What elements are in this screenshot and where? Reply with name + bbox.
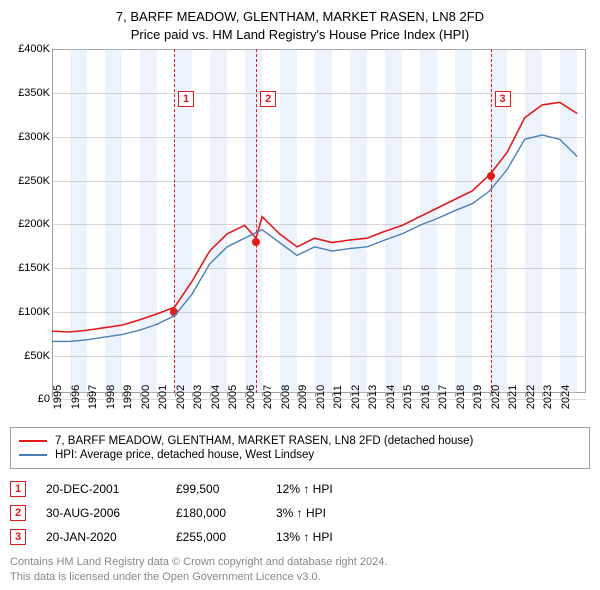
legend-label: 7, BARFF MEADOW, GLENTHAM, MARKET RASEN,… xyxy=(55,435,473,447)
legend-swatch xyxy=(19,440,47,442)
x-tick-label: 2014 xyxy=(385,385,397,409)
x-tick-label: 2023 xyxy=(542,385,554,409)
legend-row: HPI: Average price, detached house, West… xyxy=(19,449,581,461)
title-line-1: 7, BARFF MEADOW, GLENTHAM, MARKET RASEN,… xyxy=(10,8,590,26)
footer-line-1: Contains HM Land Registry data © Crown c… xyxy=(10,555,590,569)
x-tick-label: 1999 xyxy=(122,385,134,409)
x-tick-label: 2004 xyxy=(210,385,222,409)
sale-price: £99,500 xyxy=(176,482,256,496)
sale-date: 20-JAN-2020 xyxy=(46,530,156,544)
y-tick-label: £0 xyxy=(38,393,50,405)
sales-table: 1 20-DEC-2001 £99,500 12% ↑ HPI 2 30-AUG-2006… xyxy=(10,477,590,549)
x-tick-label: 2006 xyxy=(245,385,257,409)
y-tick-label: £250K xyxy=(18,175,50,187)
legend-swatch xyxy=(19,454,47,456)
series-svg xyxy=(52,49,586,393)
sale-pct: 13% ↑ HPI xyxy=(276,530,366,544)
x-tick-label: 1995 xyxy=(52,385,64,409)
sale-price: £255,000 xyxy=(176,530,256,544)
x-tick-label: 2005 xyxy=(227,385,239,409)
legend-box: 7, BARFF MEADOW, GLENTHAM, MARKET RASEN,… xyxy=(10,427,590,469)
x-tick-label: 2000 xyxy=(140,385,152,409)
sale-pct: 3% ↑ HPI xyxy=(276,506,366,520)
x-tick-label: 1998 xyxy=(105,385,117,409)
series-property xyxy=(52,103,577,333)
x-tick-label: 2016 xyxy=(420,385,432,409)
x-tick-label: 2024 xyxy=(560,385,572,409)
footer-note: Contains HM Land Registry data © Crown c… xyxy=(10,555,590,584)
sale-row: 2 30-AUG-2006 £180,000 3% ↑ HPI xyxy=(10,501,590,525)
sale-pct: 12% ↑ HPI xyxy=(276,482,366,496)
x-axis: 1995199619971998199920002001200220032004… xyxy=(52,393,586,421)
sale-date: 20-DEC-2001 xyxy=(46,482,156,496)
chart-container: 7, BARFF MEADOW, GLENTHAM, MARKET RASEN,… xyxy=(0,0,600,590)
y-tick-label: £150K xyxy=(18,262,50,274)
y-axis: £0£50K£100K£150K£200K£250K£300K£350K£400… xyxy=(10,49,52,393)
x-tick-label: 2019 xyxy=(472,385,484,409)
x-tick-label: 2012 xyxy=(350,385,362,409)
x-tick-label: 2009 xyxy=(297,385,309,409)
y-tick-label: £50K xyxy=(24,350,50,362)
x-tick-label: 2008 xyxy=(280,385,292,409)
sale-marker: 3 xyxy=(10,529,26,545)
y-tick-label: £100K xyxy=(18,306,50,318)
sale-date: 30-AUG-2006 xyxy=(46,506,156,520)
x-tick-label: 1997 xyxy=(87,385,99,409)
x-tick-label: 2011 xyxy=(332,386,344,410)
x-tick-label: 1996 xyxy=(70,385,82,409)
x-tick-label: 2003 xyxy=(192,385,204,409)
title-line-2: Price paid vs. HM Land Registry's House … xyxy=(10,26,590,44)
title-block: 7, BARFF MEADOW, GLENTHAM, MARKET RASEN,… xyxy=(10,8,590,44)
sale-price: £180,000 xyxy=(176,506,256,520)
x-tick-label: 2018 xyxy=(455,385,467,409)
x-tick-label: 2022 xyxy=(525,385,537,409)
x-tick-label: 2007 xyxy=(262,385,274,409)
legend-row: 7, BARFF MEADOW, GLENTHAM, MARKET RASEN,… xyxy=(19,435,581,447)
y-tick-label: £400K xyxy=(18,43,50,55)
x-tick-label: 2010 xyxy=(315,385,327,409)
x-tick-label: 2015 xyxy=(402,385,414,409)
sale-row: 3 20-JAN-2020 £255,000 13% ↑ HPI xyxy=(10,525,590,549)
sale-row: 1 20-DEC-2001 £99,500 12% ↑ HPI xyxy=(10,477,590,501)
chart-area: £0£50K£100K£150K£200K£250K£300K£350K£400… xyxy=(10,49,590,421)
x-tick-label: 2013 xyxy=(367,385,379,409)
y-tick-label: £200K xyxy=(18,218,50,230)
plot-region: 123 xyxy=(52,49,586,393)
x-tick-label: 2002 xyxy=(175,385,187,409)
y-tick-label: £350K xyxy=(18,87,50,99)
x-tick-label: 2020 xyxy=(490,385,502,409)
y-tick-label: £300K xyxy=(18,131,50,143)
x-tick-label: 2021 xyxy=(507,385,519,409)
x-tick-label: 2001 xyxy=(157,385,169,409)
footer-line-2: This data is licensed under the Open Gov… xyxy=(10,570,590,584)
sale-marker: 1 xyxy=(10,481,26,497)
legend-label: HPI: Average price, detached house, West… xyxy=(55,449,314,461)
sale-marker: 2 xyxy=(10,505,26,521)
x-tick-label: 2017 xyxy=(437,385,449,409)
